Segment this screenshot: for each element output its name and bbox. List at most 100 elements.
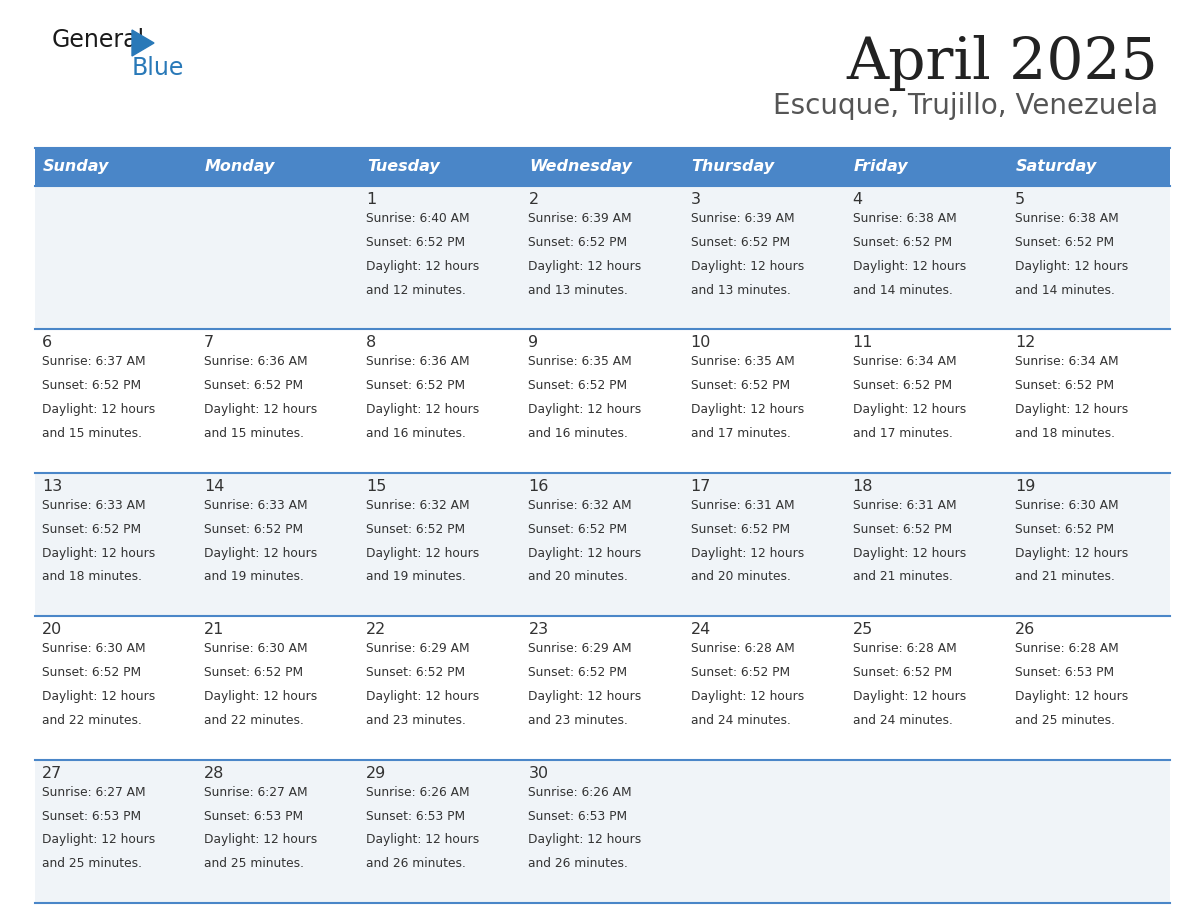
Text: Daylight: 12 hours: Daylight: 12 hours <box>204 546 317 560</box>
Bar <box>34 473 1170 616</box>
Text: and 24 minutes.: and 24 minutes. <box>690 714 790 727</box>
Text: Sunrise: 6:33 AM: Sunrise: 6:33 AM <box>204 498 308 512</box>
Text: and 17 minutes.: and 17 minutes. <box>690 427 790 440</box>
Text: Daylight: 12 hours: Daylight: 12 hours <box>366 403 480 416</box>
Text: and 18 minutes.: and 18 minutes. <box>1015 427 1114 440</box>
Text: and 13 minutes.: and 13 minutes. <box>529 284 628 297</box>
Text: Sunset: 6:53 PM: Sunset: 6:53 PM <box>42 810 141 823</box>
Text: and 26 minutes.: and 26 minutes. <box>366 857 466 870</box>
Text: Wednesday: Wednesday <box>530 160 632 174</box>
Text: Daylight: 12 hours: Daylight: 12 hours <box>204 690 317 703</box>
Text: Sunset: 6:52 PM: Sunset: 6:52 PM <box>853 379 952 392</box>
Text: Daylight: 12 hours: Daylight: 12 hours <box>366 834 480 846</box>
Text: 10: 10 <box>690 335 710 351</box>
Text: Sunrise: 6:28 AM: Sunrise: 6:28 AM <box>853 643 956 655</box>
Text: Sunrise: 6:32 AM: Sunrise: 6:32 AM <box>366 498 470 512</box>
Text: 28: 28 <box>204 766 225 780</box>
Text: Daylight: 12 hours: Daylight: 12 hours <box>529 403 642 416</box>
Text: 20: 20 <box>42 622 62 637</box>
Text: and 22 minutes.: and 22 minutes. <box>42 714 141 727</box>
Bar <box>34 148 1170 186</box>
Text: April 2025: April 2025 <box>846 35 1158 91</box>
Text: and 13 minutes.: and 13 minutes. <box>690 284 790 297</box>
Text: Sunset: 6:52 PM: Sunset: 6:52 PM <box>42 522 141 536</box>
Text: Daylight: 12 hours: Daylight: 12 hours <box>690 546 804 560</box>
Text: Daylight: 12 hours: Daylight: 12 hours <box>42 834 156 846</box>
Text: Sunrise: 6:35 AM: Sunrise: 6:35 AM <box>690 355 795 368</box>
Text: Daylight: 12 hours: Daylight: 12 hours <box>529 546 642 560</box>
Text: Sunrise: 6:33 AM: Sunrise: 6:33 AM <box>42 498 146 512</box>
Text: Saturday: Saturday <box>1016 160 1097 174</box>
Text: 30: 30 <box>529 766 549 780</box>
Text: Sunrise: 6:30 AM: Sunrise: 6:30 AM <box>1015 498 1118 512</box>
Text: 9: 9 <box>529 335 538 351</box>
Text: Sunset: 6:52 PM: Sunset: 6:52 PM <box>366 522 466 536</box>
Text: Sunrise: 6:26 AM: Sunrise: 6:26 AM <box>529 786 632 799</box>
Text: Sunset: 6:53 PM: Sunset: 6:53 PM <box>1015 666 1114 679</box>
Text: Sunrise: 6:31 AM: Sunrise: 6:31 AM <box>690 498 795 512</box>
Text: Sunset: 6:52 PM: Sunset: 6:52 PM <box>204 522 303 536</box>
Text: Sunrise: 6:37 AM: Sunrise: 6:37 AM <box>42 355 146 368</box>
Text: Daylight: 12 hours: Daylight: 12 hours <box>853 546 966 560</box>
Text: Sunset: 6:52 PM: Sunset: 6:52 PM <box>690 522 790 536</box>
Text: Sunset: 6:52 PM: Sunset: 6:52 PM <box>690 666 790 679</box>
Text: 3: 3 <box>690 192 701 207</box>
Text: 16: 16 <box>529 479 549 494</box>
Text: and 16 minutes.: and 16 minutes. <box>529 427 628 440</box>
Text: Sunset: 6:52 PM: Sunset: 6:52 PM <box>42 379 141 392</box>
Text: Daylight: 12 hours: Daylight: 12 hours <box>1015 546 1129 560</box>
Text: 17: 17 <box>690 479 710 494</box>
Text: Escuque, Trujillo, Venezuela: Escuque, Trujillo, Venezuela <box>773 92 1158 120</box>
Text: Sunrise: 6:34 AM: Sunrise: 6:34 AM <box>1015 355 1118 368</box>
Text: 22: 22 <box>366 622 386 637</box>
Text: Daylight: 12 hours: Daylight: 12 hours <box>1015 403 1129 416</box>
Polygon shape <box>132 30 154 56</box>
Text: 18: 18 <box>853 479 873 494</box>
Text: 1: 1 <box>366 192 377 207</box>
Text: Sunset: 6:52 PM: Sunset: 6:52 PM <box>690 236 790 249</box>
Text: and 25 minutes.: and 25 minutes. <box>1015 714 1114 727</box>
Bar <box>34 330 1170 473</box>
Text: Sunrise: 6:34 AM: Sunrise: 6:34 AM <box>853 355 956 368</box>
Text: Sunset: 6:53 PM: Sunset: 6:53 PM <box>529 810 627 823</box>
Text: Daylight: 12 hours: Daylight: 12 hours <box>366 260 480 273</box>
Text: Sunrise: 6:40 AM: Sunrise: 6:40 AM <box>366 212 470 225</box>
Text: 26: 26 <box>1015 622 1035 637</box>
Text: and 22 minutes.: and 22 minutes. <box>204 714 304 727</box>
Text: Sunrise: 6:36 AM: Sunrise: 6:36 AM <box>366 355 470 368</box>
Text: Sunset: 6:52 PM: Sunset: 6:52 PM <box>204 379 303 392</box>
Text: Sunset: 6:52 PM: Sunset: 6:52 PM <box>1015 522 1114 536</box>
Text: Sunrise: 6:29 AM: Sunrise: 6:29 AM <box>529 643 632 655</box>
Text: 13: 13 <box>42 479 62 494</box>
Text: Daylight: 12 hours: Daylight: 12 hours <box>1015 690 1129 703</box>
Text: Sunrise: 6:39 AM: Sunrise: 6:39 AM <box>690 212 795 225</box>
Text: and 20 minutes.: and 20 minutes. <box>529 570 628 584</box>
Text: Daylight: 12 hours: Daylight: 12 hours <box>366 546 480 560</box>
Text: 15: 15 <box>366 479 386 494</box>
Text: Daylight: 12 hours: Daylight: 12 hours <box>690 690 804 703</box>
Text: and 17 minutes.: and 17 minutes. <box>853 427 953 440</box>
Text: 25: 25 <box>853 622 873 637</box>
Text: Friday: Friday <box>854 160 909 174</box>
Text: 24: 24 <box>690 622 710 637</box>
Text: and 15 minutes.: and 15 minutes. <box>42 427 143 440</box>
Text: 12: 12 <box>1015 335 1035 351</box>
Text: Sunrise: 6:30 AM: Sunrise: 6:30 AM <box>42 643 146 655</box>
Text: and 19 minutes.: and 19 minutes. <box>204 570 304 584</box>
Text: Sunset: 6:52 PM: Sunset: 6:52 PM <box>529 379 627 392</box>
Text: Sunrise: 6:28 AM: Sunrise: 6:28 AM <box>1015 643 1119 655</box>
Text: Sunset: 6:52 PM: Sunset: 6:52 PM <box>853 236 952 249</box>
Text: Sunrise: 6:39 AM: Sunrise: 6:39 AM <box>529 212 632 225</box>
Text: and 15 minutes.: and 15 minutes. <box>204 427 304 440</box>
Text: Sunrise: 6:28 AM: Sunrise: 6:28 AM <box>690 643 795 655</box>
Text: and 21 minutes.: and 21 minutes. <box>1015 570 1114 584</box>
Text: Sunrise: 6:30 AM: Sunrise: 6:30 AM <box>204 643 308 655</box>
Text: Daylight: 12 hours: Daylight: 12 hours <box>42 403 156 416</box>
Text: 4: 4 <box>853 192 862 207</box>
Text: 5: 5 <box>1015 192 1025 207</box>
Text: and 25 minutes.: and 25 minutes. <box>204 857 304 870</box>
Text: Thursday: Thursday <box>691 160 775 174</box>
Text: Sunrise: 6:35 AM: Sunrise: 6:35 AM <box>529 355 632 368</box>
Text: Sunset: 6:52 PM: Sunset: 6:52 PM <box>204 666 303 679</box>
Text: Daylight: 12 hours: Daylight: 12 hours <box>1015 260 1129 273</box>
